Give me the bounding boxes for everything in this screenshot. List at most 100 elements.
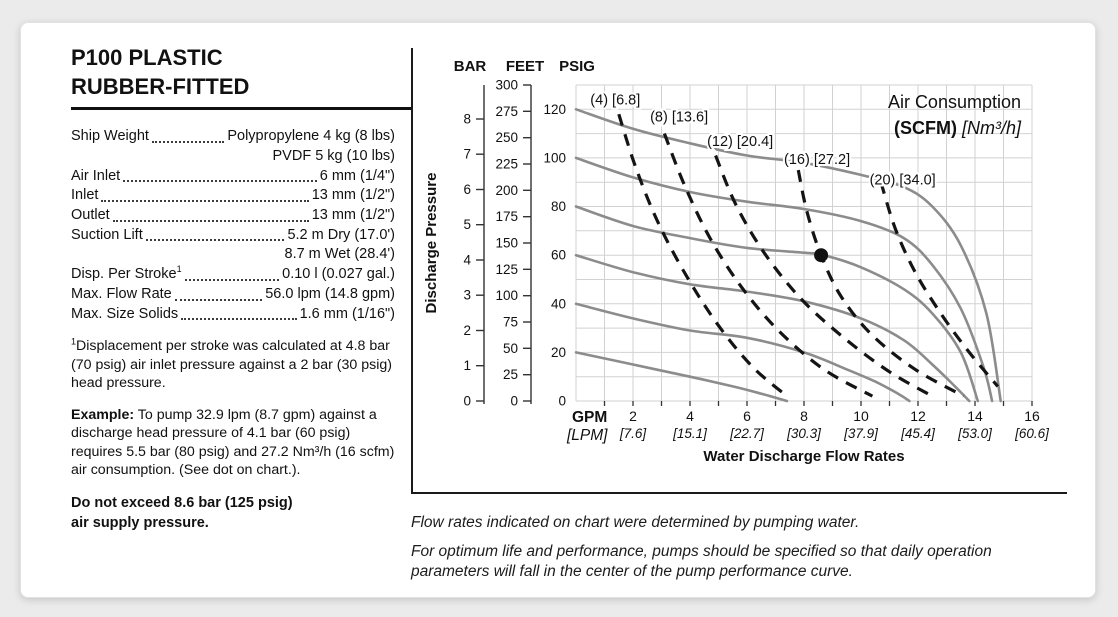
air-supply-warning: Do not exceed 8.6 bar (125 psig) air sup… — [71, 494, 411, 533]
spec-value-secondary: PVDF 5 kg (10 lbs) — [272, 147, 396, 164]
psig-tick-label: 100 — [543, 150, 566, 165]
dot-leader — [151, 140, 225, 143]
chart-frame: (4) [6.8] (8) [13.6] (12) [20.4] (16) [27.2… — [411, 48, 1067, 494]
example-label: Example: — [71, 406, 135, 423]
spec-row: Suction Lift 5.2 m Dry (17.0') 8.7 m Wet (… — [71, 226, 395, 265]
psig-tick-label: 20 — [551, 345, 566, 360]
lpm-tick-label: [7.6] — [619, 426, 648, 441]
gpm-tick-label: 12 — [910, 408, 926, 424]
spec-label: Air Inlet — [71, 167, 121, 184]
air-curve-label-20scfm: (20) [34.0] — [870, 173, 936, 189]
spec-label: Outlet — [71, 206, 110, 223]
lpm-tick-label: [45.4] — [900, 426, 936, 441]
air-curve-label-12scfm: (12) [20.4] — [707, 134, 773, 150]
footnote-superscript: 1 — [71, 336, 77, 347]
lpm-unit-label: [LPM] — [566, 427, 608, 444]
spec-row: Disp. Per Stroke1 0.10 l (0.027 gal.) — [71, 265, 395, 285]
spec-line: Disp. Per Stroke1 0.10 l (0.027 gal.) — [71, 265, 395, 285]
spec-value: 6 mm (1/4") — [319, 167, 395, 184]
spec-line: Air Inlet 6 mm (1/4") — [71, 167, 395, 187]
y-axis-title: Discharge Pressure — [423, 173, 440, 314]
spec-label: Max. Size Solids — [71, 305, 179, 322]
psig-tick-label: 40 — [551, 296, 566, 311]
spec-row: Max. Size Solids 1.6 mm (1/16") — [71, 305, 395, 325]
spec-value: 56.0 lpm (14.8 gpm) — [265, 285, 395, 302]
spec-list: Ship Weight Polypropylene 4 kg (8 lbs) PVD… — [71, 127, 411, 324]
spec-label: Inlet — [71, 187, 99, 204]
spec-row: Inlet 13 mm (1/2") — [71, 186, 395, 206]
bar-tick-label: 1 — [463, 358, 471, 373]
spec-row: Ship Weight Polypropylene 4 kg (8 lbs) PVD… — [71, 127, 395, 166]
bar-tick-label: 4 — [463, 253, 471, 268]
bar-axis-header: BAR — [454, 58, 487, 75]
bar-tick-label: 6 — [463, 182, 471, 197]
note-water-pumping: Flow rates indicated on chart were deter… — [411, 514, 860, 531]
footnote: 1Displacement per stroke was calculated … — [71, 337, 411, 392]
feet-tick-label: 100 — [495, 288, 518, 303]
spec-row: Outlet 13 mm (1/2") — [71, 206, 395, 226]
bar-tick-label: 2 — [463, 323, 471, 338]
feet-tick-label: 25 — [503, 367, 518, 382]
air-consumption-curve-8scfm — [662, 133, 874, 398]
product-title-line2: RUBBER-FITTED — [71, 74, 250, 100]
spec-line: Max. Size Solids 1.6 mm (1/16") — [71, 305, 395, 325]
psig-tick-label: 80 — [551, 199, 566, 214]
dot-leader — [181, 318, 297, 321]
feet-tick-label: 125 — [495, 262, 518, 277]
dot-leader — [112, 219, 309, 222]
air-consumption-curve-12scfm — [714, 154, 934, 398]
spec-value: 13 mm (1/2") — [311, 187, 395, 204]
dot-leader — [123, 180, 317, 183]
lpm-tick-label: [60.6] — [1014, 426, 1050, 441]
feet-tick-label: 250 — [495, 130, 518, 145]
feet-axis-header: FEET — [506, 58, 544, 75]
performance-curve-60psig — [574, 253, 971, 403]
spec-line: Inlet 13 mm (1/2") — [71, 186, 395, 206]
legend-units: (SCFM) [Nm³/h] — [894, 118, 1022, 138]
warning-line1: Do not exceed 8.6 bar (125 psig) — [71, 495, 293, 512]
gpm-tick-label: 14 — [967, 408, 983, 424]
feet-tick-label: 150 — [495, 236, 518, 251]
example-text: To pump 32.9 lpm (8.7 gpm) against a dis… — [71, 406, 395, 478]
bar-tick-label: 7 — [463, 147, 471, 162]
spec-value: 1.6 mm (1/16") — [299, 305, 395, 322]
product-title-line1: P100 PLASTIC — [71, 45, 223, 70]
footnote-text: Displacement per stroke was calculated a… — [71, 338, 392, 392]
air-consumption-curve-20scfm — [879, 181, 1000, 388]
air-curve-label-16scfm: (16) [27.2] — [784, 152, 850, 168]
feet-tick-label: 200 — [495, 183, 518, 198]
spec-line: Ship Weight Polypropylene 4 kg (8 lbs) — [71, 127, 395, 147]
warning-line2: air supply pressure. — [71, 514, 209, 531]
lpm-tick-label: [15.1] — [672, 426, 708, 441]
spec-value: Polypropylene 4 kg (8 lbs) — [227, 128, 395, 145]
bar-tick-label: 0 — [463, 394, 471, 409]
spec-label: Ship Weight — [71, 128, 149, 145]
gpm-tick-label: 16 — [1024, 408, 1040, 424]
lpm-tick-label: [53.0] — [957, 426, 993, 441]
chart-notes: Flow rates indicated on chart were deter… — [411, 513, 1011, 582]
spec-row: Air Inlet 6 mm (1/4") — [71, 167, 395, 187]
bar-tick-label: 5 — [463, 217, 471, 232]
feet-tick-label: 50 — [503, 341, 518, 356]
spec-label-superscript: 1 — [176, 264, 182, 275]
feet-tick-label: 225 — [495, 157, 518, 172]
dot-leader — [174, 298, 263, 301]
air-curve-label-4scfm: (4) [6.8] — [590, 92, 640, 108]
spec-panel: P100 PLASTIC RUBBER-FITTED Ship Weight Po… — [71, 43, 411, 534]
feet-tick-label: 175 — [495, 209, 518, 224]
example-operating-point-dot — [814, 248, 829, 263]
spec-label: Suction Lift — [71, 226, 143, 243]
x-axis-title: Water Discharge Flow Rates — [703, 448, 904, 465]
dot-leader — [101, 199, 309, 202]
dot-leader — [145, 239, 285, 242]
gpm-tick-label: 6 — [743, 408, 751, 424]
psig-tick-label: 0 — [558, 394, 566, 409]
spec-value-secondary: 8.7 m Wet (28.4') — [284, 246, 396, 263]
bar-tick-label: 8 — [463, 112, 471, 127]
performance-chart: (4) [6.8] (8) [13.6] (12) [20.4] (16) [27.2… — [423, 58, 1050, 465]
air-consumption-curve-4scfm — [617, 113, 788, 398]
air-curve-label-8scfm: (8) [13.6] — [650, 110, 708, 126]
legend-title: Air Consumption — [888, 92, 1021, 112]
feet-tick-label: 75 — [503, 315, 518, 330]
